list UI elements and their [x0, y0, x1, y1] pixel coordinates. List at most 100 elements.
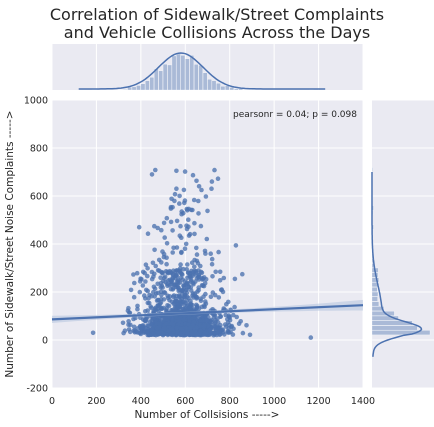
scatter-point	[146, 296, 151, 301]
scatter-point	[209, 317, 214, 323]
scatter-point	[198, 328, 203, 334]
scatter-point	[153, 263, 158, 269]
scatter-point	[182, 198, 188, 203]
scatter-point	[230, 332, 236, 337]
scatter-point	[164, 241, 170, 246]
scatter-point	[195, 260, 201, 266]
scatter-point	[196, 198, 201, 204]
scatter-point	[140, 324, 145, 330]
scatter-point	[151, 284, 157, 290]
scatter-point	[152, 247, 157, 253]
scatter-point	[208, 251, 213, 256]
top-hist-bar	[167, 64, 172, 91]
scatter-point	[155, 303, 160, 309]
scatter-point	[161, 297, 167, 302]
y-axis-label: Number of Sidewalk/Street Noise Complain…	[4, 110, 16, 377]
right-hist-bar	[371, 167, 373, 172]
scatter-point	[202, 304, 207, 310]
scatter-point	[127, 329, 133, 335]
scatter-point	[149, 305, 154, 311]
scatter-point	[158, 275, 163, 281]
scatter-point	[142, 318, 148, 324]
top-hist-bar	[136, 85, 141, 91]
scatter-point	[170, 332, 175, 338]
scatter-point	[143, 262, 149, 268]
scatter-point	[174, 315, 180, 320]
top-hist-bar	[176, 53, 181, 91]
scatter-point	[217, 278, 223, 283]
scatter-point	[134, 270, 140, 276]
scatter-point	[162, 274, 168, 280]
scatter-point	[205, 323, 211, 329]
scatter-point	[199, 187, 204, 193]
top-hist-bar	[145, 80, 150, 91]
scatter-point	[187, 231, 193, 237]
scatter-point	[168, 206, 174, 211]
scatter-point	[190, 280, 196, 286]
scatter-point	[207, 327, 213, 333]
scatter-point	[200, 318, 206, 323]
scatter-point	[126, 322, 131, 328]
scatter-point	[211, 330, 216, 336]
scatter-point	[128, 287, 134, 293]
scatter-point	[191, 315, 197, 321]
scatter-point	[143, 309, 148, 314]
right-hist-bar	[371, 306, 385, 312]
scatter-point	[218, 287, 224, 293]
top-hist-bar	[189, 55, 195, 91]
top-hist-bar	[158, 70, 163, 91]
scatter-point	[167, 294, 173, 299]
scatter-point	[192, 220, 197, 226]
scatter-point	[132, 330, 138, 335]
scatter-point	[145, 231, 151, 236]
scatter-point	[192, 231, 197, 237]
top-hist-bar	[229, 87, 235, 91]
scatter-point	[203, 251, 208, 256]
scatter-point	[203, 277, 209, 282]
scatter-point	[140, 269, 146, 275]
scatter-point	[145, 266, 150, 271]
top-marginal-kde	[78, 52, 326, 90]
scatter-point	[131, 294, 137, 300]
scatter-point	[308, 335, 314, 340]
scatter-point	[181, 187, 187, 193]
scatter-point	[189, 330, 194, 336]
scatter-point	[138, 276, 143, 282]
scatter-point	[174, 218, 180, 224]
y-tick-label: 1000	[24, 96, 48, 107]
scatter-point	[181, 266, 186, 272]
scatter-point	[135, 306, 140, 312]
right-hist-bar	[371, 315, 399, 321]
scatter-point	[194, 302, 199, 308]
scatter-point	[163, 321, 169, 326]
scatter-point	[150, 326, 155, 332]
x-tick-label: 0	[49, 396, 55, 407]
scatter-point	[213, 324, 219, 329]
scatter-point	[155, 225, 160, 231]
scatter-point	[174, 245, 180, 250]
top-hist-bar	[234, 88, 239, 91]
scatter-point	[166, 314, 172, 320]
scatter-point	[143, 279, 148, 284]
scatter-point	[166, 328, 172, 334]
scatter-point	[181, 210, 186, 216]
y-tick-label: 600	[30, 192, 48, 203]
scatter-point	[212, 167, 217, 173]
scatter-point	[169, 321, 174, 326]
scatter-point	[168, 279, 174, 285]
scatter-point	[179, 235, 184, 240]
scatter-point	[240, 271, 245, 277]
y-tick-label: 0	[42, 336, 48, 347]
scatter-point	[184, 223, 189, 228]
top-hist-bar	[149, 77, 155, 91]
scatter-point	[90, 330, 96, 336]
scatter-point	[120, 320, 126, 326]
scatter-point	[182, 295, 187, 300]
top-marginal-histogram	[91, 53, 314, 91]
x-tick-label: 200	[87, 396, 105, 407]
scatter-point	[170, 228, 175, 233]
scatter-point	[125, 308, 131, 314]
scatter-point	[175, 281, 181, 286]
scatter-point	[154, 298, 160, 303]
top-hist-bar	[207, 79, 212, 91]
